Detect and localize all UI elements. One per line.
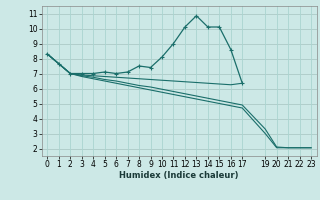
X-axis label: Humidex (Indice chaleur): Humidex (Indice chaleur) [119,171,239,180]
